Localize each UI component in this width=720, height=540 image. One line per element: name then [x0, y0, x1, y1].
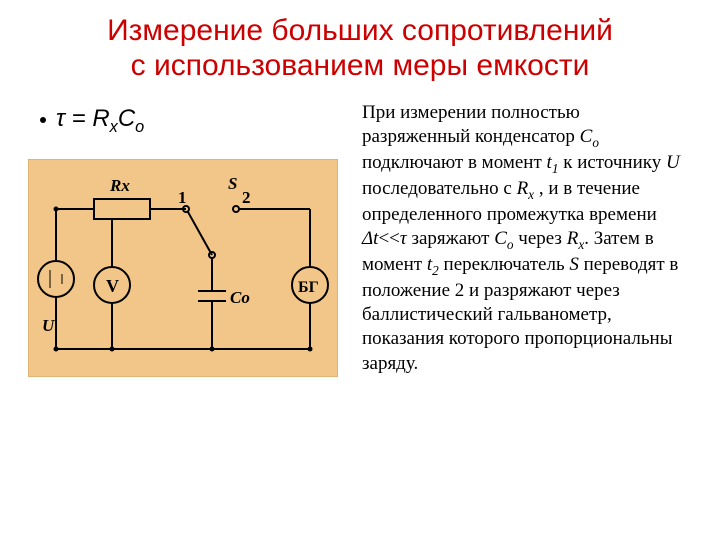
svg-text:1: 1 [178, 188, 187, 207]
svg-text:S: S [228, 174, 237, 193]
formula: τ = RxCo [40, 105, 338, 137]
circuit-svg: Rx S 1 2 V Co БГ U [28, 159, 338, 377]
formula-prefix: τ = R [56, 105, 110, 132]
title-line1: Измерение больших сопротивлений [107, 14, 613, 47]
svg-text:V: V [106, 276, 119, 296]
svg-text:Co: Co [230, 288, 250, 307]
slide: Измерение больших сопротивлений с исполь… [0, 0, 720, 540]
left-column: τ = RxCo RxS12VCoБГU [28, 101, 338, 377]
formula-sub1: x [110, 118, 118, 136]
content-row: τ = RxCo RxS12VCoБГU При измерении полно… [28, 101, 692, 377]
formula-sub2: o [135, 118, 144, 136]
formula-mid: C [118, 105, 135, 132]
svg-text:Rx: Rx [109, 176, 130, 195]
bullet-icon [40, 117, 46, 123]
slide-title: Измерение больших сопротивлений с исполь… [28, 14, 692, 83]
description-text: При измерении полностью разряженный конд… [362, 101, 692, 377]
title-line2: с использованием меры емкости [131, 49, 590, 82]
svg-text:БГ: БГ [298, 279, 319, 296]
svg-text:U: U [42, 316, 55, 335]
svg-text:2: 2 [242, 188, 251, 207]
circuit-diagram: Rx S 1 2 V Co БГ U [28, 159, 338, 377]
